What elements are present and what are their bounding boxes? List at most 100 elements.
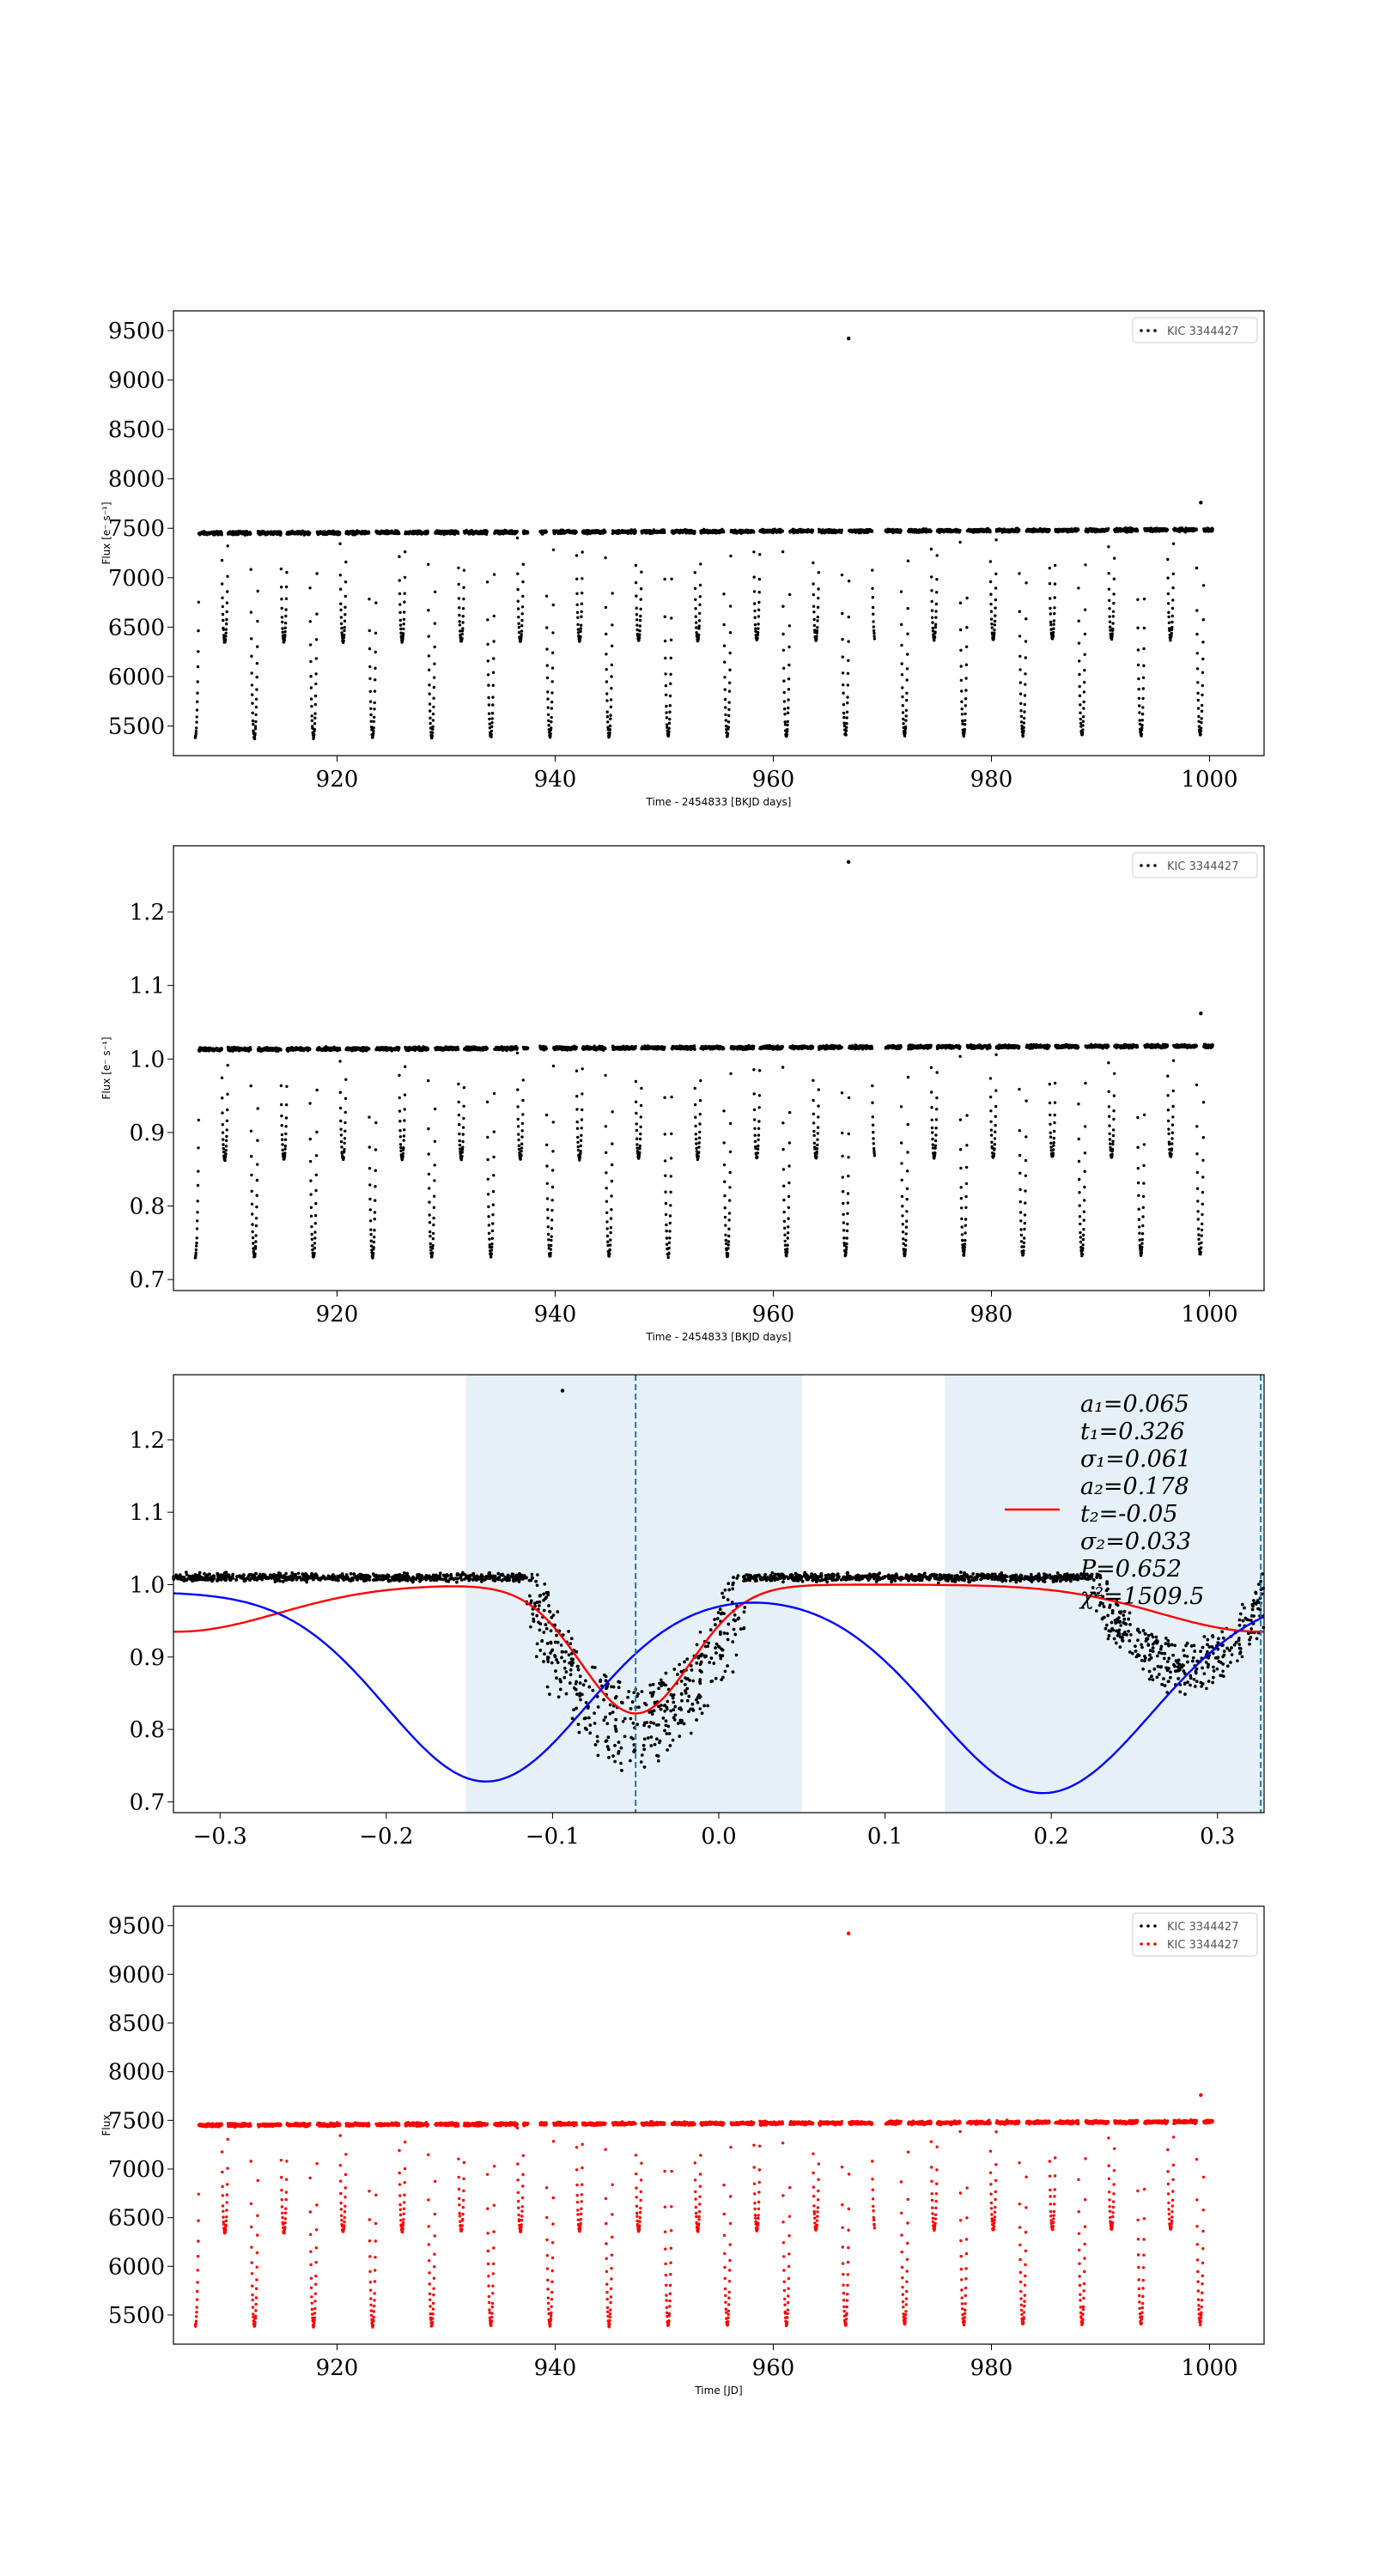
data-point	[639, 587, 643, 591]
data-point	[196, 1183, 200, 1188]
data-point	[900, 643, 903, 647]
data-point	[517, 625, 521, 629]
data-point	[697, 624, 701, 628]
data-point	[728, 631, 733, 635]
data-point	[1141, 706, 1145, 709]
data-point	[546, 713, 550, 716]
data-point	[989, 617, 994, 621]
data-point	[670, 617, 673, 620]
data-point	[313, 716, 317, 720]
data-point	[313, 702, 317, 707]
data-point	[310, 714, 313, 718]
data-point	[872, 629, 876, 633]
data-point	[550, 715, 553, 720]
data-point	[933, 625, 938, 629]
data-point	[699, 562, 702, 566]
data-point	[1024, 581, 1028, 585]
data-point	[812, 611, 816, 614]
data-point	[933, 623, 938, 626]
data-point	[224, 1152, 228, 1156]
data-point	[516, 607, 520, 611]
data-point	[756, 630, 760, 635]
data-point	[251, 1236, 255, 1240]
data-point	[281, 1148, 284, 1152]
data-point	[194, 1251, 198, 1255]
data-point	[489, 729, 494, 733]
data-point	[988, 580, 993, 584]
data-point	[1195, 609, 1199, 612]
data-point	[1171, 586, 1175, 590]
data-point	[757, 600, 761, 605]
data-point	[786, 723, 789, 726]
data-point	[933, 635, 937, 639]
data-point	[1108, 620, 1112, 623]
data-point	[964, 697, 968, 701]
data-point	[342, 639, 345, 642]
data-point	[990, 623, 994, 626]
data-point	[402, 627, 405, 631]
data-point	[220, 558, 224, 562]
data-point	[605, 667, 608, 671]
data-point	[491, 703, 495, 707]
data-point	[1077, 641, 1081, 645]
data-point	[990, 626, 994, 629]
data-point	[665, 711, 668, 714]
data-point	[225, 610, 228, 614]
data-point	[197, 1118, 200, 1122]
data-point	[989, 610, 994, 613]
data-point	[344, 613, 347, 617]
data-point	[251, 693, 254, 696]
data-point	[251, 1212, 254, 1216]
data-point	[663, 615, 666, 618]
data-point	[817, 571, 820, 574]
data-point	[225, 1139, 228, 1143]
data-point	[344, 594, 347, 598]
data-point	[1024, 656, 1028, 659]
data-point	[221, 1097, 224, 1100]
data-point	[221, 582, 224, 586]
data-point	[255, 1205, 258, 1209]
data-point	[958, 628, 963, 632]
data-point	[753, 602, 757, 605]
data-point	[491, 696, 495, 699]
data-point	[197, 1170, 200, 1173]
data-point	[283, 633, 287, 637]
data-point	[225, 601, 229, 605]
data-point	[520, 612, 524, 616]
data-point	[663, 639, 667, 643]
data-point	[964, 677, 968, 680]
data-point	[694, 615, 697, 618]
data-point	[988, 560, 993, 563]
data-point	[905, 678, 909, 682]
data-point	[900, 623, 903, 626]
data-point	[492, 657, 495, 660]
data-point	[491, 683, 495, 687]
data-point	[402, 617, 406, 621]
data-point	[845, 721, 848, 726]
data-point	[904, 714, 908, 718]
data-point	[757, 591, 761, 594]
data-point	[1108, 598, 1111, 602]
data-point	[1079, 711, 1082, 714]
data-point	[605, 680, 609, 683]
data-point	[520, 633, 523, 636]
data-point	[667, 721, 672, 725]
data-point	[845, 710, 849, 714]
data-point	[516, 587, 520, 592]
data-point	[254, 1240, 258, 1243]
data-point	[1195, 528, 1199, 532]
data-point	[842, 691, 845, 695]
data-point	[846, 696, 849, 699]
data-point	[225, 1119, 229, 1123]
data-point	[1110, 632, 1115, 635]
data-point	[787, 624, 792, 628]
data-point	[1049, 623, 1053, 627]
data-point	[1211, 527, 1214, 531]
data-point	[197, 600, 200, 604]
data-point	[195, 1241, 198, 1245]
data-point	[663, 577, 666, 581]
data-point	[906, 559, 910, 562]
data-point	[842, 721, 846, 725]
data-point	[1107, 587, 1111, 591]
data-point	[314, 672, 318, 676]
